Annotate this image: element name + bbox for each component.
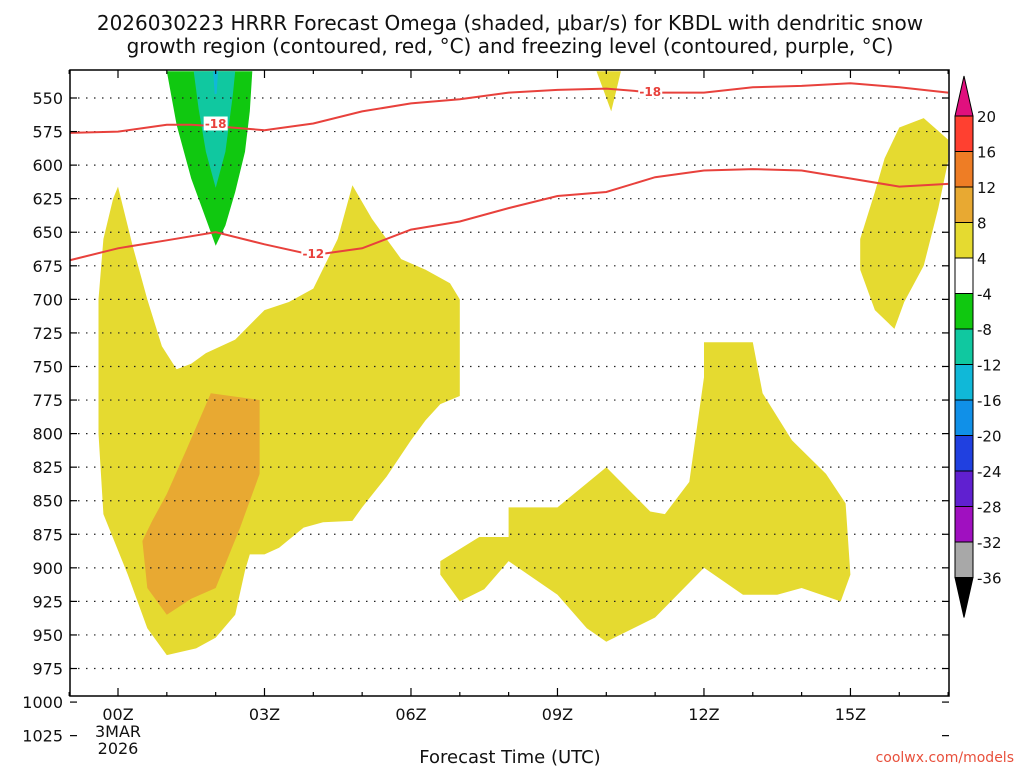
x-axis-title: Forecast Time (UTC)	[419, 747, 600, 768]
y-tick-label-950: 950	[32, 626, 63, 645]
colorbar-cap-top	[954, 75, 974, 117]
colorbar-label--32: -32	[977, 534, 1002, 552]
y-tick-label-925: 925	[32, 592, 63, 611]
y-tick-label-725: 725	[32, 324, 63, 343]
y-tick-label-550: 550	[32, 89, 63, 108]
colorbar-bin-4-8	[954, 222, 974, 259]
x-tick-label-15Z: 15Z	[835, 705, 866, 724]
colorbar-cap-bottom	[954, 577, 974, 618]
isotherm-label-bg--12-0	[301, 246, 326, 261]
plot-area: -18 -18 -12	[70, 70, 949, 696]
colorbar-label--36: -36	[977, 570, 1002, 588]
colorbar-label-16: 16	[977, 144, 996, 162]
strong-rising-core	[142, 393, 260, 615]
omega-shading	[98, 71, 949, 656]
isotherm-label-bg--18-1	[638, 84, 663, 99]
colorbar-bin--12--8	[954, 328, 974, 365]
y-tick-label-900: 900	[32, 559, 63, 578]
colorbar-bin--24--20	[954, 435, 974, 472]
colorbar-label--20: -20	[977, 428, 1002, 446]
y-tick-label-625: 625	[32, 190, 63, 209]
x-tick-label-06Z: 06Z	[395, 705, 426, 724]
rising-motion-mid	[440, 342, 851, 642]
omega-colorbar: 20 16 12 8 4 -4 -8 -12 -16 -20 -24 -28 -32 -36	[954, 75, 1002, 618]
colorbar-label--12: -12	[977, 357, 1002, 375]
colorbar-label-4: 4	[977, 250, 987, 268]
colorbar-label--8: -8	[977, 321, 992, 339]
plot-frame	[69, 69, 950, 697]
colorbar-bin--32--28	[954, 506, 974, 543]
rising-motion-right	[860, 118, 949, 329]
isotherm-line--12	[70, 168, 949, 262]
isotherm-label--12-0: -12	[302, 247, 324, 261]
y-tick-label-1000: 1000	[22, 693, 63, 712]
y-tick-label-650: 650	[32, 223, 63, 242]
x-tick-label-09Z: 09Z	[542, 705, 573, 724]
colorbar-label--4: -4	[977, 286, 992, 304]
isotherm-line--18	[70, 82, 949, 134]
pressure-axis: 550 575 600 625 650 675 700 725 750 775 800 825 850 8…	[22, 89, 949, 746]
colorbar-label-12: 12	[977, 179, 996, 197]
y-tick-label-825: 825	[32, 458, 63, 477]
colorbar-label--28: -28	[977, 499, 1002, 517]
colorbar-label--16: -16	[977, 392, 1002, 410]
colorbar-bin--16--12	[954, 364, 974, 401]
y-tick-label-750: 750	[32, 357, 63, 376]
colorbar-bin--28--24	[954, 470, 974, 507]
date-label-day: 3MAR	[95, 722, 141, 741]
colorbar-bin-8-12	[954, 186, 974, 223]
y-tick-label-800: 800	[32, 425, 63, 444]
colorbar-bin--36--32	[954, 541, 974, 578]
y-tick-label-575: 575	[32, 123, 63, 142]
x-tick-label-03Z: 03Z	[249, 705, 280, 724]
colorbar-bin-12-16	[954, 151, 974, 188]
rising-motion-top	[596, 71, 621, 112]
y-tick-label-975: 975	[32, 660, 63, 679]
y-tick-label-850: 850	[32, 492, 63, 511]
colorbar-bin--8--4	[954, 293, 974, 330]
colorbar-label-20: 20	[977, 108, 996, 126]
colorbar-bin--4-4	[954, 257, 974, 294]
sinking-motion-core	[213, 71, 219, 94]
isotherm-label--18-1: -18	[639, 85, 661, 99]
y-tick-label-875: 875	[32, 525, 63, 544]
colorbar-bin--20--16	[954, 399, 974, 436]
credit-text: coolwx.com/models	[876, 750, 1014, 766]
y-tick-label-775: 775	[32, 391, 63, 410]
y-tick-label-600: 600	[32, 156, 63, 175]
colorbar-label-8: 8	[977, 215, 987, 233]
date-label-year: 2026	[98, 739, 139, 758]
x-tick-label-00Z: 00Z	[102, 705, 133, 724]
isotherm-label-bg--18-0	[203, 116, 228, 131]
chart-title-line-1: 2026030223 HRRR Forecast Omega (shaded, …	[97, 11, 923, 35]
isotherm-label--18-0: -18	[205, 117, 227, 131]
colorbar-bin-16-20	[954, 115, 974, 152]
colorbar-label--24: -24	[977, 463, 1002, 481]
chart-title-line-2: growth region (contoured, red, °C) and f…	[127, 34, 894, 58]
time-axis: 00Z 03Z 06Z 09Z 12Z 15Z	[68, 70, 949, 724]
isotherm-contours: -18 -18 -12	[70, 82, 949, 262]
x-tick-label-12Z: 12Z	[688, 705, 719, 724]
y-tick-label-675: 675	[32, 257, 63, 276]
y-tick-label-700: 700	[32, 290, 63, 309]
y-tick-label-1025: 1025	[22, 727, 63, 746]
